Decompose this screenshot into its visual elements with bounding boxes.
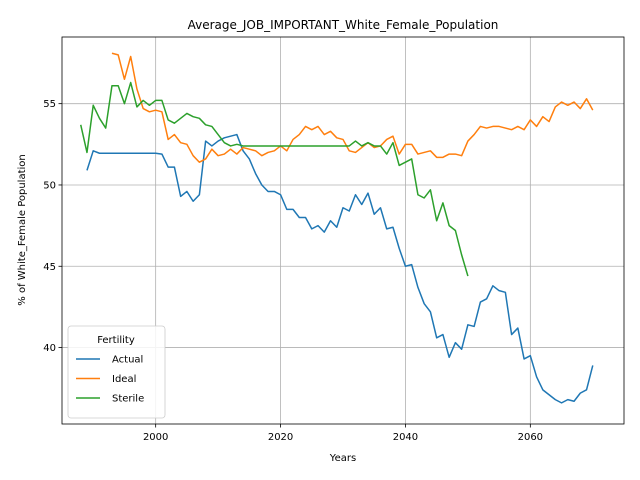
y-tick-label: 45 <box>43 262 56 273</box>
plot-frame <box>61 36 625 425</box>
series-line-ideal <box>111 52 594 163</box>
series-line-sterile <box>79 81 469 277</box>
chart-title: Average_JOB_IMPORTANT_White_Female_Popul… <box>188 18 499 32</box>
x-tick-label: 2040 <box>393 432 418 443</box>
x-tick-label: 2020 <box>268 432 293 443</box>
y-tick-label: 40 <box>43 343 56 354</box>
legend-label-sterile: Sterile <box>112 394 144 405</box>
legend-entries: Actual Ideal Sterile <box>76 355 144 405</box>
series-lines <box>79 52 594 404</box>
legend-label-ideal: Ideal <box>112 374 136 385</box>
x-tick-label: 2060 <box>518 432 543 443</box>
x-tick-label: 2000 <box>143 432 168 443</box>
y-tick-label: 55 <box>43 99 56 110</box>
series-line-actual <box>86 133 594 404</box>
y-axis-ticks: 40 45 50 55 <box>43 99 62 354</box>
y-axis-label: % of White_Female Population <box>17 154 28 305</box>
legend: Fertility Actual Ideal Sterile <box>67 325 166 419</box>
y-tick-label: 50 <box>43 180 56 191</box>
legend-title: Fertility <box>97 335 135 346</box>
legend-label-actual: Actual <box>112 355 143 366</box>
x-axis-label: Years <box>329 453 356 464</box>
legend-box <box>67 325 166 419</box>
x-axis-ticks: 2000 2020 2040 2060 <box>143 424 543 443</box>
